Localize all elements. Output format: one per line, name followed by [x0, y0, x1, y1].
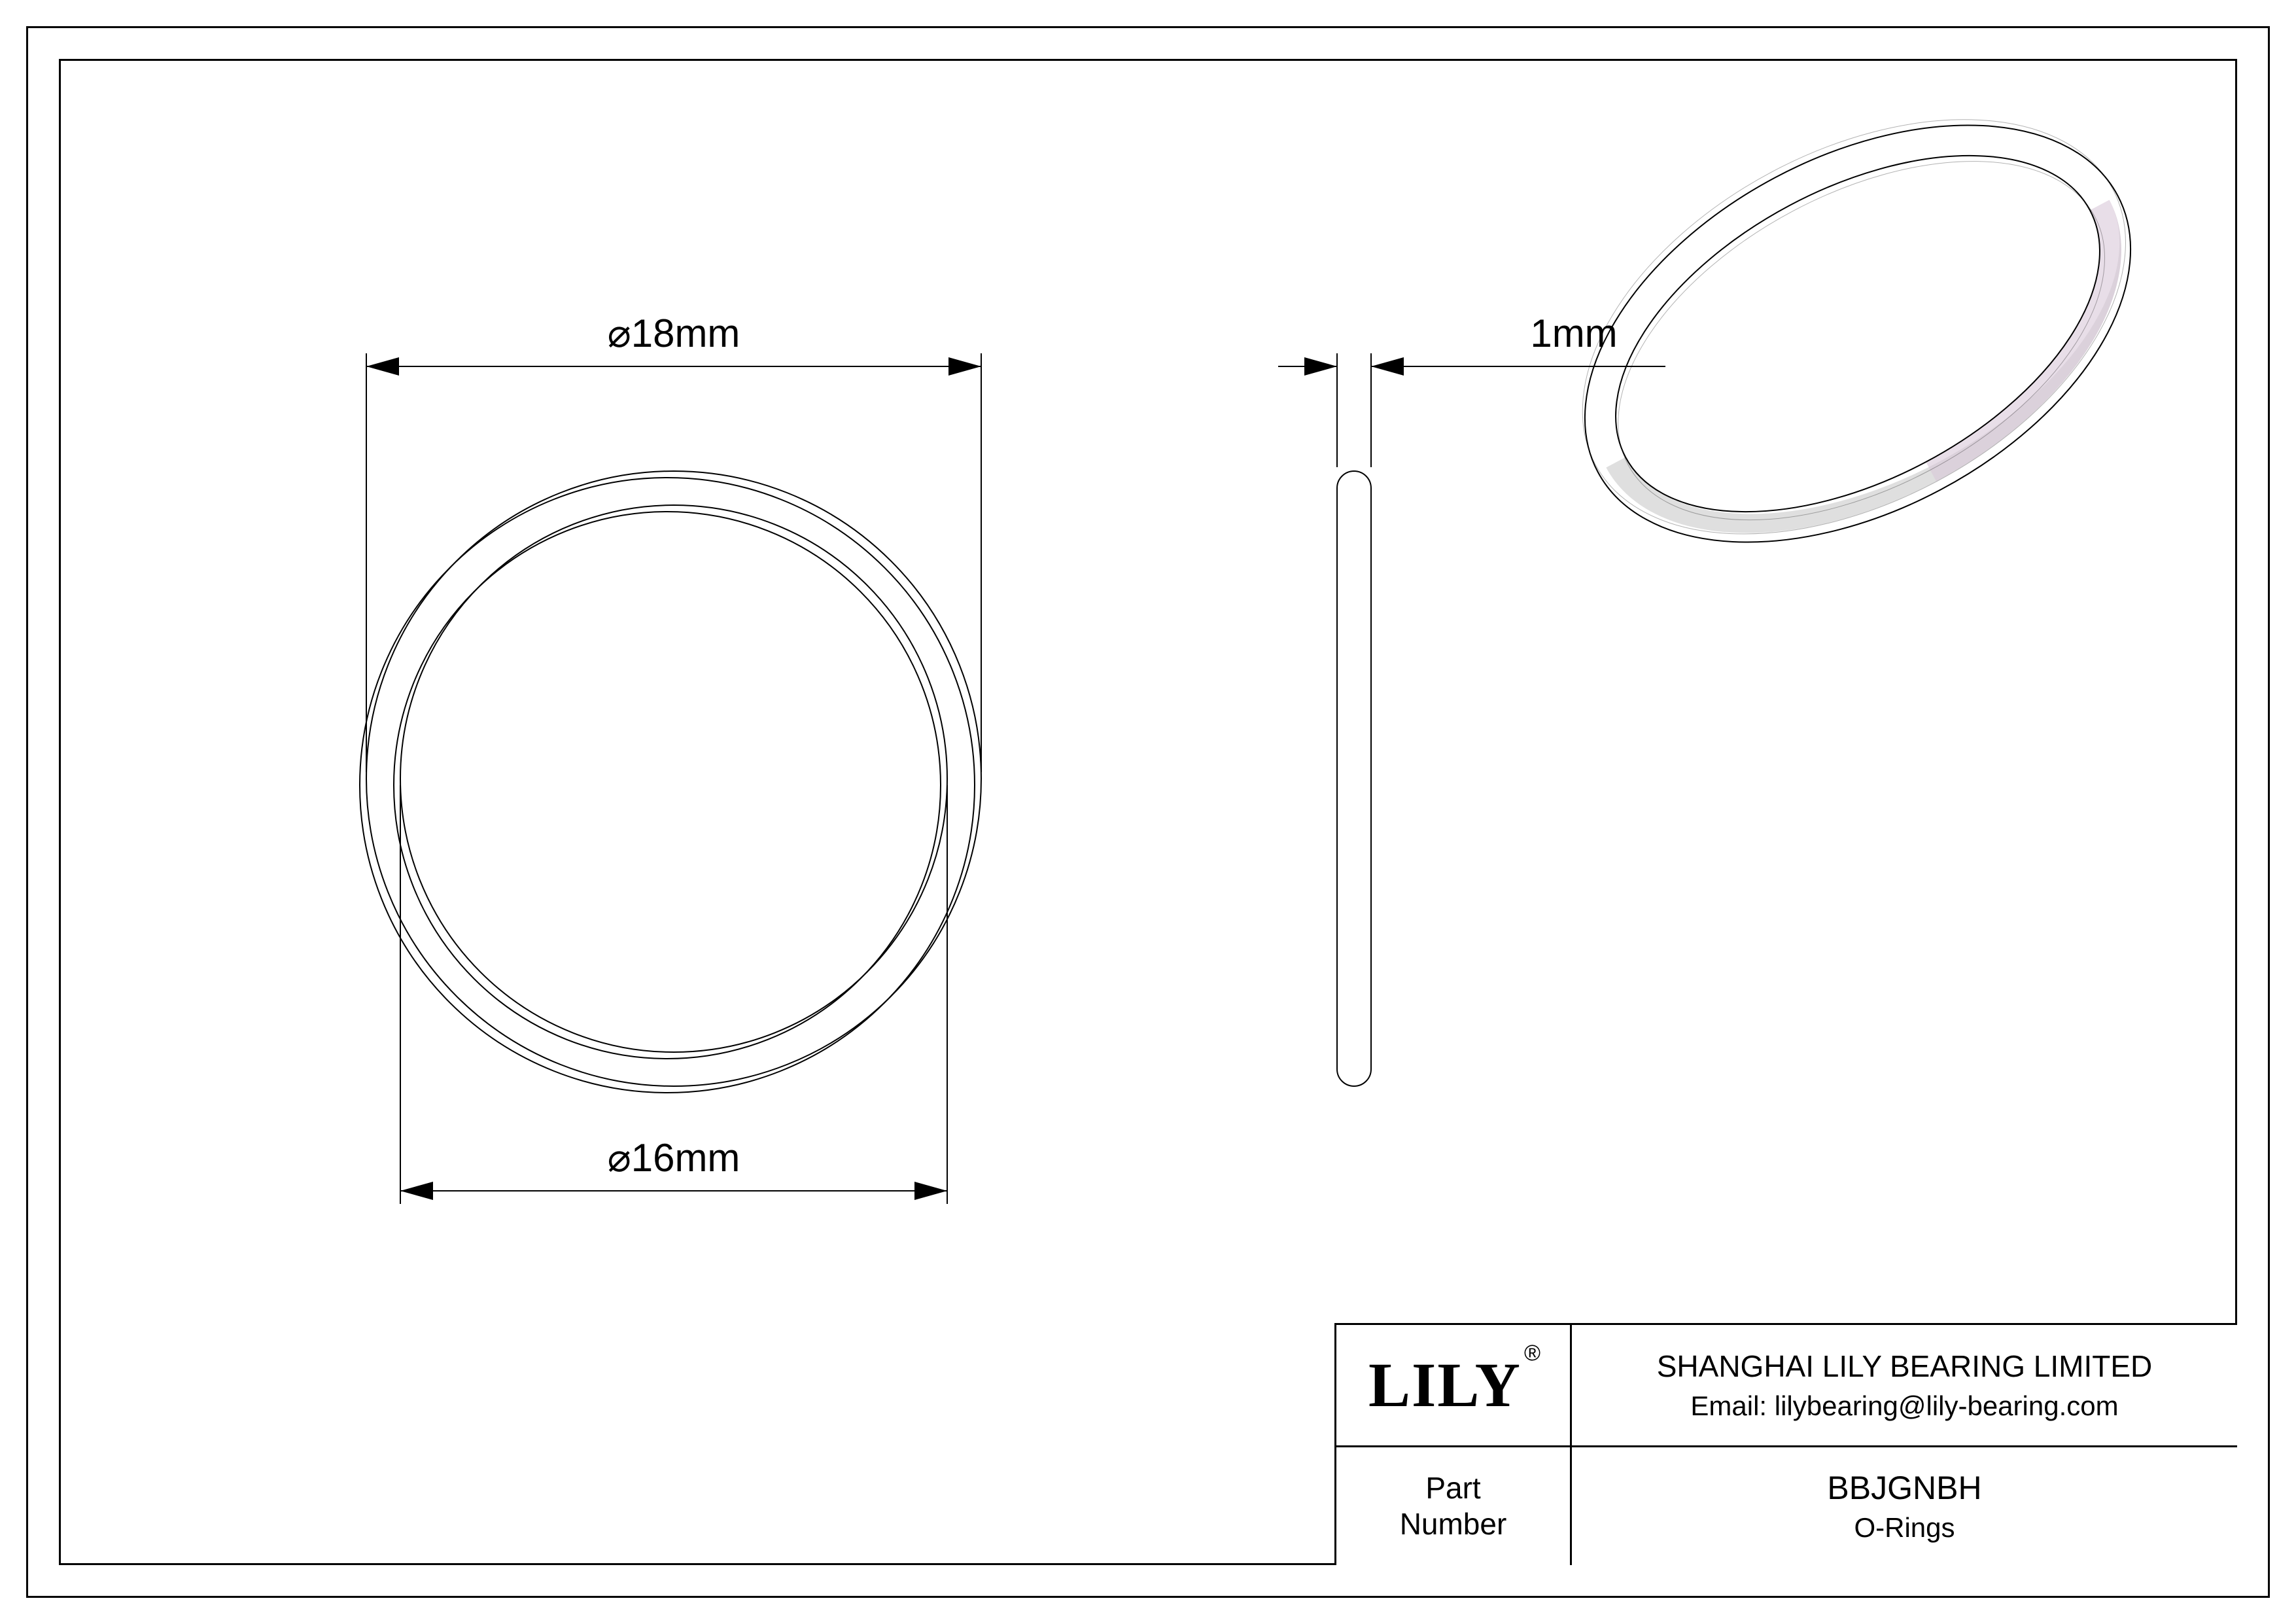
logo-cell: LILY ®	[1336, 1325, 1572, 1445]
part-number-value: BBJGNBH	[1827, 1469, 1981, 1507]
part-number-label-line2: Number	[1400, 1506, 1507, 1542]
svg-text:⌀16mm: ⌀16mm	[608, 1136, 740, 1180]
part-number-label-line1: Part	[1425, 1470, 1480, 1506]
part-description: O-Rings	[1854, 1512, 1955, 1544]
logo-text: LILY	[1368, 1349, 1522, 1421]
company-info-cell: SHANGHAI LILY BEARING LIMITED Email: lil…	[1572, 1325, 2237, 1445]
svg-text:1mm: 1mm	[1530, 311, 1617, 355]
email-label: Email:	[1690, 1390, 1774, 1421]
part-number-value-cell: BBJGNBH O-Rings	[1572, 1447, 2237, 1566]
title-block-row-2: Part Number BBJGNBH O-Rings	[1336, 1445, 2237, 1566]
title-block: LILY ® SHANGHAI LILY BEARING LIMITED Ema…	[1334, 1323, 2237, 1565]
company-email: Email: lilybearing@lily-bearing.com	[1690, 1390, 2118, 1422]
part-number-label-cell: Part Number	[1336, 1447, 1572, 1566]
email-value: lilybearing@lily-bearing.com	[1775, 1390, 2119, 1421]
registered-mark: ®	[1524, 1341, 1540, 1366]
svg-text:⌀18mm: ⌀18mm	[608, 311, 740, 355]
company-name: SHANGHAI LILY BEARING LIMITED	[1657, 1349, 2153, 1384]
title-block-row-1: LILY ® SHANGHAI LILY BEARING LIMITED Ema…	[1336, 1325, 2237, 1445]
